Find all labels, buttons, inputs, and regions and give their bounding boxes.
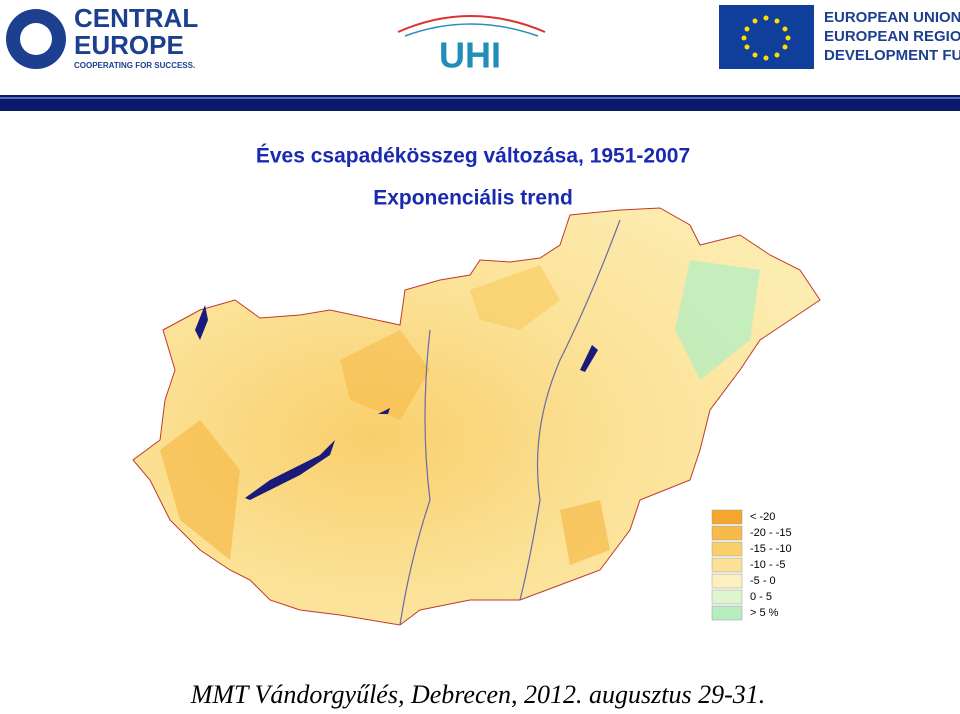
- logo-text: EUROPE: [74, 30, 184, 60]
- logo-uhi: UHI: [397, 15, 546, 76]
- logo-text: UHI: [439, 35, 501, 76]
- footer: MMT Vándorgyűlés, Debrecen, 2012. augusz…: [190, 680, 766, 709]
- logo-eu: EUROPEAN UNION EUROPEAN REGIONAL DEVELOP…: [719, 5, 960, 69]
- header-bar-line: [0, 97, 960, 99]
- title: Éves csapadékösszeg változása, 1951-2007: [256, 145, 690, 168]
- logo-text: CENTRAL: [74, 3, 198, 33]
- legend-label: -20 - -15: [750, 527, 792, 539]
- logo-tagline: COOPERATING FOR SUCCESS.: [74, 61, 195, 70]
- legend-label: -5 - 0: [750, 575, 776, 587]
- legend-label: < -20: [750, 511, 775, 523]
- logo-text: EUROPEAN REGIONAL: [824, 28, 960, 45]
- legend-label: -10 - -5: [750, 559, 785, 571]
- legend-swatch: [711, 589, 743, 605]
- legend-label: -15 - -10: [750, 543, 792, 555]
- logo-central-europe: CENTRAL EUROPE COOPERATING FOR SUCCESS.: [6, 3, 198, 70]
- subtitle: Exponenciális trend: [373, 187, 573, 210]
- legend-swatch: [711, 509, 743, 525]
- legend: < -20 -20 - -15 -15 - -10 -10 - -5 -5 - 0 0 -…: [711, 509, 792, 621]
- logo-text: EUROPEAN UNION: [824, 9, 960, 26]
- legend-swatch: [711, 525, 743, 541]
- legend-label: > 5 %: [750, 607, 779, 619]
- map: [132, 207, 821, 626]
- legend-swatch: [711, 573, 743, 589]
- legend-swatch: [711, 605, 743, 621]
- logo-text: DEVELOPMENT FUND: [824, 47, 960, 64]
- legend-label: 0 - 5: [750, 591, 772, 603]
- legend-swatch: [711, 541, 743, 557]
- legend-swatch: [711, 557, 743, 573]
